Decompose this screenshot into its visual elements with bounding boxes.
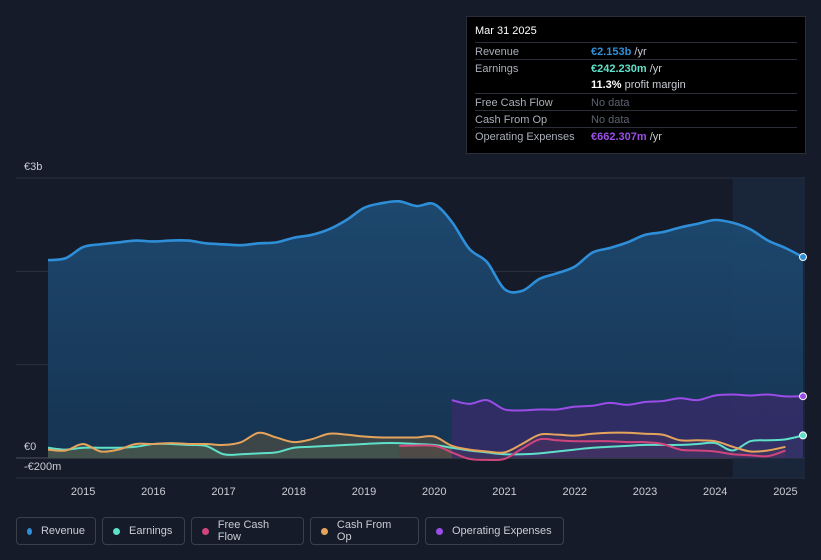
tooltip-value: No data	[591, 97, 630, 109]
y-tick-label: €3b	[24, 161, 42, 173]
tooltip-value: €242.230m /yr	[591, 63, 662, 75]
revenue-line	[47, 199, 804, 294]
tooltip-row: Revenue €2.153b /yr	[475, 42, 797, 60]
tooltip-label: Free Cash Flow	[475, 97, 553, 109]
series-lines	[47, 199, 807, 462]
operating-expenses-line	[451, 393, 804, 412]
legend-item-revenue[interactable]: Revenue	[16, 517, 96, 545]
x-axis-labels: 2015 2016 2017 2018 2019 2020 2021 2022 2023 2024…	[71, 486, 798, 498]
legend-label: Earnings	[129, 525, 173, 537]
x-tick-label: 2016	[141, 486, 165, 498]
tooltip-label: Cash From Op	[475, 114, 548, 126]
x-tick-label: 2021	[492, 486, 516, 498]
x-tick-label: 2018	[282, 486, 306, 498]
tooltip-row: Free Cash Flow No data	[475, 93, 797, 111]
legend-dot-icon	[27, 527, 32, 535]
revenue-area	[48, 201, 803, 458]
x-tick-label: 2019	[352, 486, 376, 498]
legend-dot-icon	[436, 527, 443, 535]
x-tick-label: 2020	[422, 486, 446, 498]
legend-item-earnings[interactable]: Earnings	[102, 517, 185, 545]
x-tick-label: 2022	[563, 486, 587, 498]
tooltip-row: 11.3% profit margin	[475, 76, 797, 93]
y-tick-label: -€200m	[24, 461, 61, 473]
tooltip-label: Operating Expenses	[475, 131, 575, 143]
legend-label: Free Cash Flow	[217, 519, 270, 543]
x-tick-label: 2024	[703, 486, 727, 498]
data-tooltip: Mar 31 2025 Revenue €2.153b /yr Earnings €2…	[466, 16, 806, 154]
legend-label: Revenue	[40, 525, 85, 537]
tooltip-row: Earnings €242.230m /yr	[475, 59, 797, 77]
tooltip-row: Cash From Op No data	[475, 110, 797, 128]
y-tick-label: €0	[24, 441, 36, 453]
legend-label: Operating Expenses	[452, 525, 552, 537]
legend-dot-icon	[202, 527, 209, 535]
tooltip-row: Operating Expenses €662.307m /yr	[475, 127, 797, 145]
tooltip-value: €662.307m /yr	[591, 131, 662, 143]
legend-item-free-cash-flow[interactable]: Free Cash Flow	[191, 517, 304, 545]
y-axis-labels: €3b €0 -€200m	[24, 161, 61, 473]
tooltip-value: No data	[591, 114, 630, 126]
tooltip-label: Revenue	[475, 46, 520, 58]
revenue-end-point[interactable]	[799, 253, 807, 262]
legend-label: Cash From Op	[336, 519, 392, 543]
x-tick-label: 2025	[773, 486, 797, 498]
legend-dot-icon	[321, 527, 328, 535]
tooltip-date: Mar 31 2025	[475, 25, 537, 37]
tooltip-value: €2.153b /yr	[591, 46, 647, 58]
earnings-end-point[interactable]	[799, 431, 807, 440]
legend-item-cash-from-op[interactable]: Cash From Op	[310, 517, 419, 545]
operating-expenses-end-point[interactable]	[799, 392, 807, 401]
tooltip-label: Earnings	[475, 63, 519, 75]
legend-item-operating-expenses[interactable]: Operating Expenses	[425, 517, 564, 545]
tooltip-value: 11.3% profit margin	[591, 79, 686, 91]
legend-dot-icon	[113, 527, 120, 535]
x-tick-label: 2015	[71, 486, 95, 498]
x-tick-label: 2017	[211, 486, 235, 498]
free-cash-flow-line	[399, 437, 786, 462]
cash-from-op-line	[47, 431, 786, 454]
x-tick-label: 2023	[633, 486, 657, 498]
